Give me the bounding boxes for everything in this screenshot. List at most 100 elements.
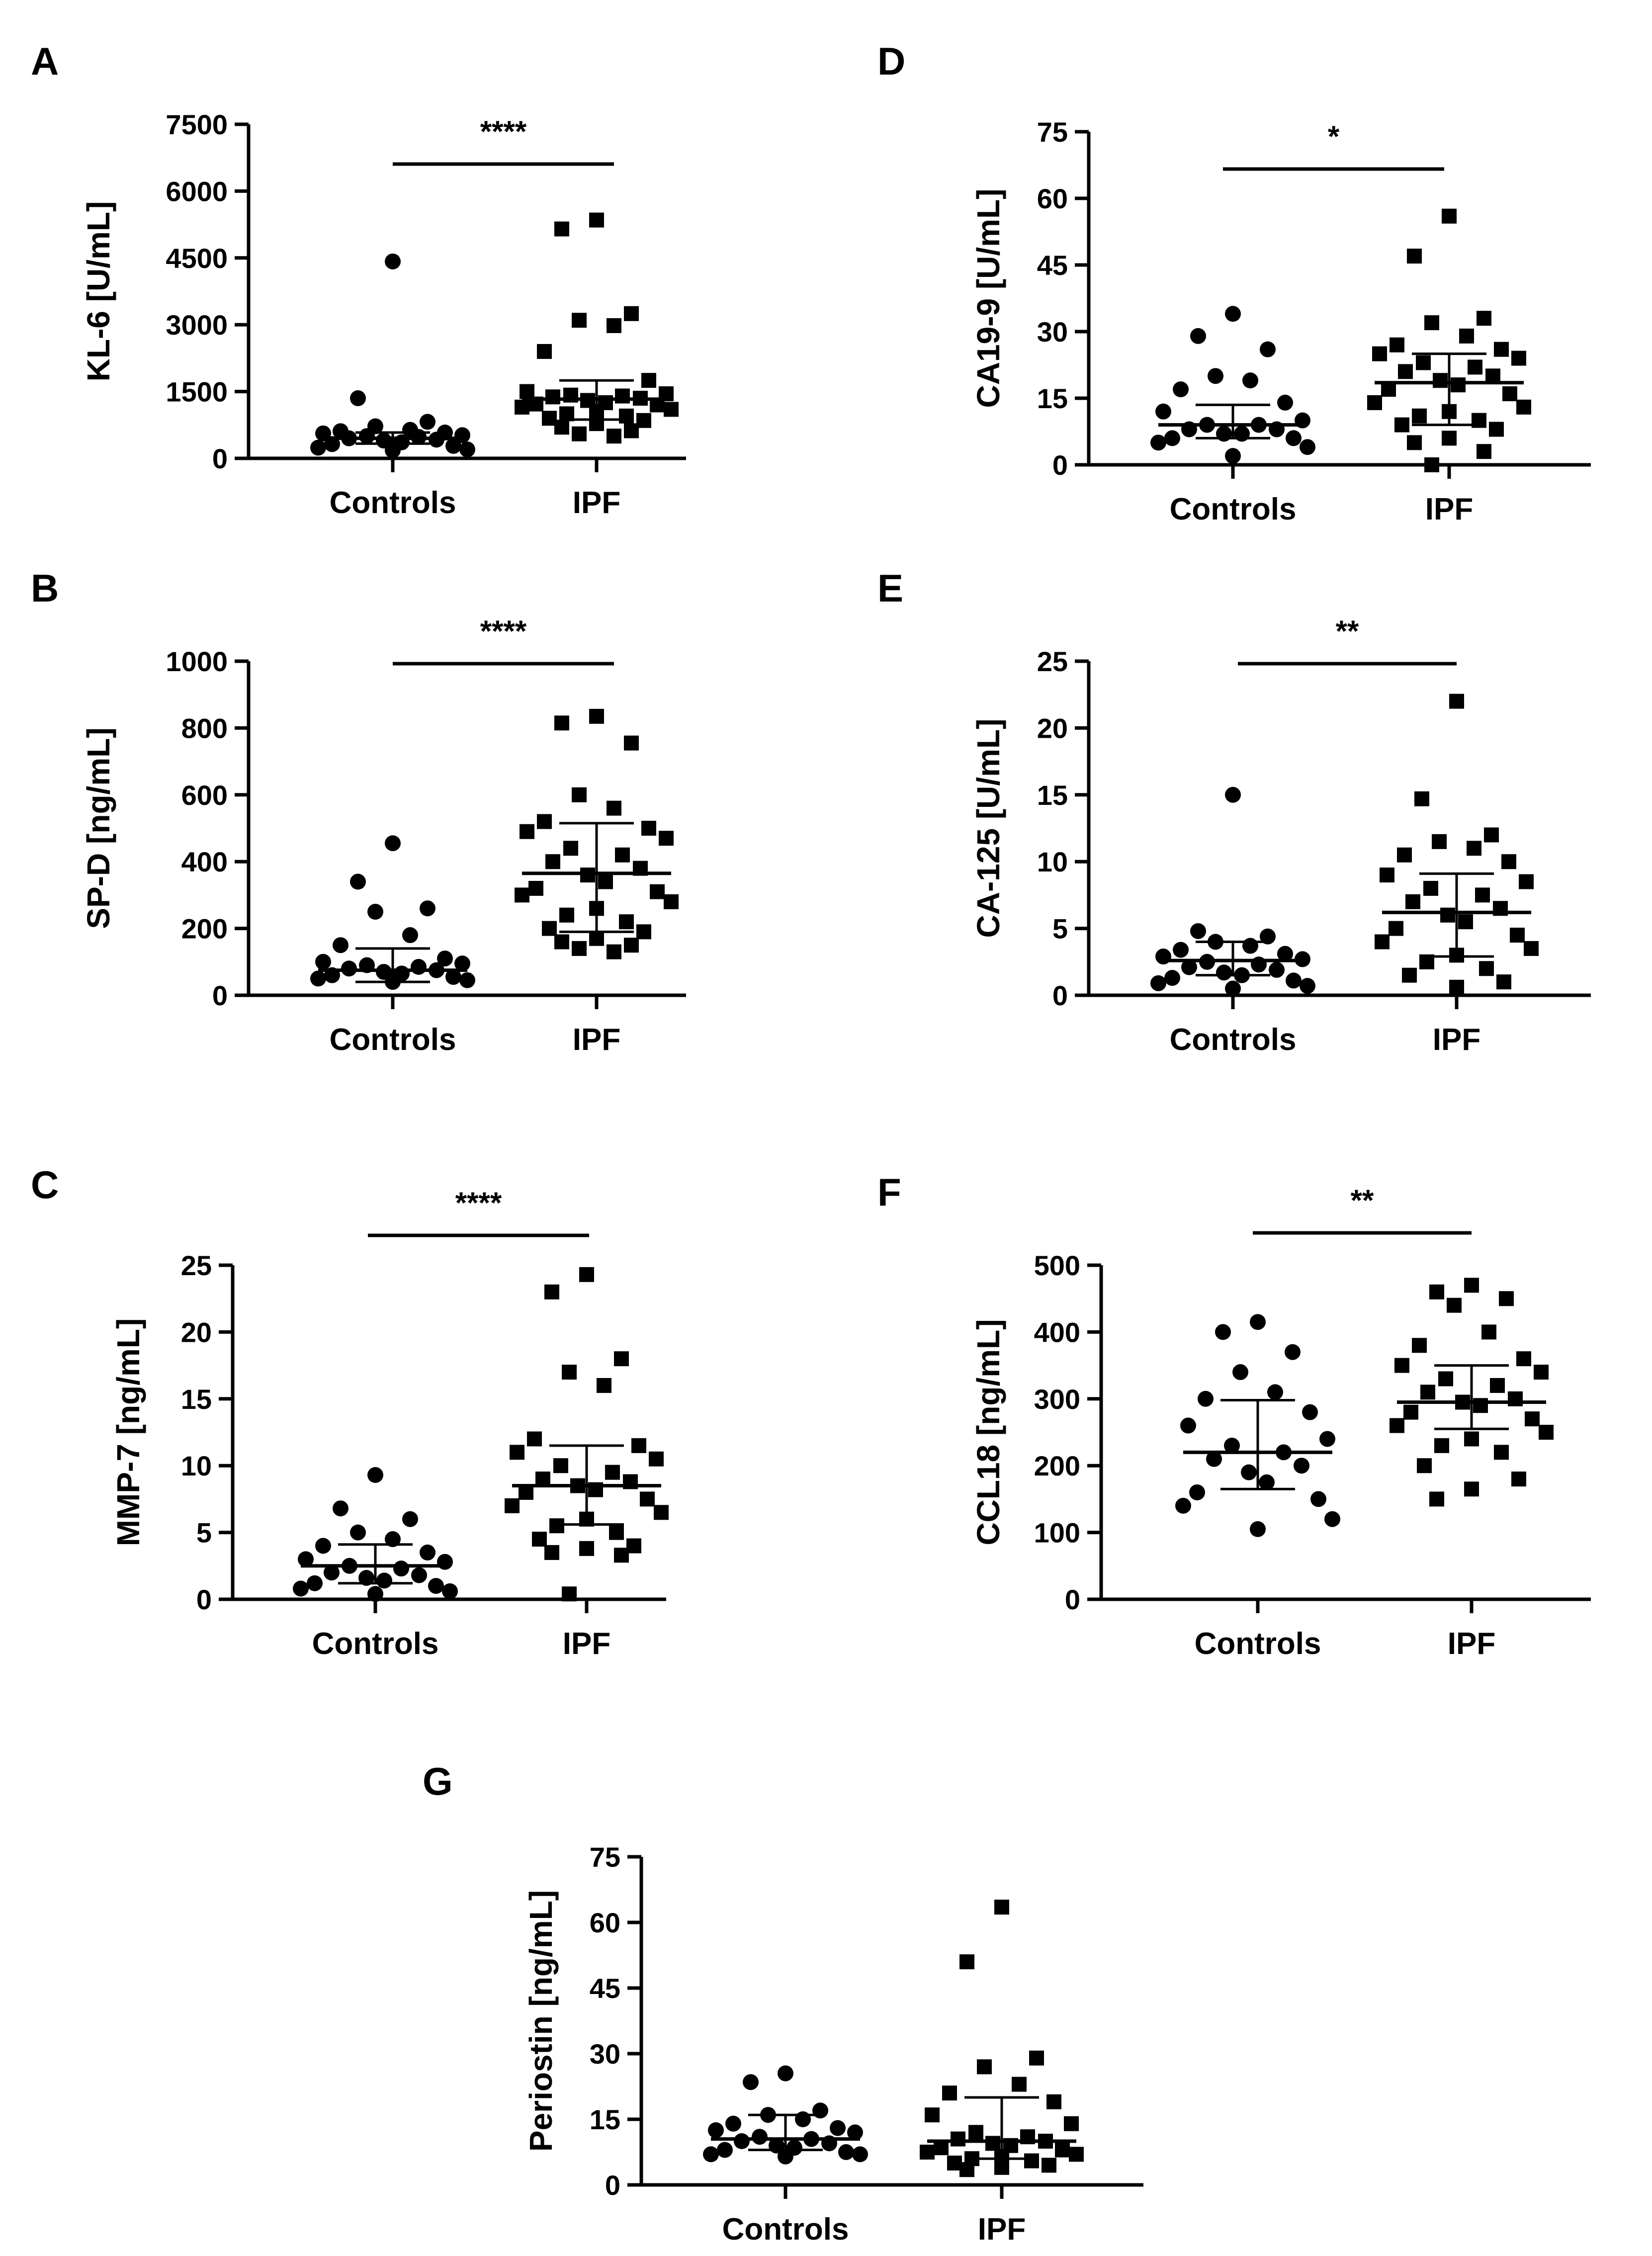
data-point	[554, 221, 569, 237]
y-tick-label: 200	[181, 913, 228, 945]
data-point	[454, 955, 470, 972]
data-point	[1432, 834, 1447, 849]
data-point	[445, 969, 461, 985]
y-tick-label: 15	[590, 2104, 620, 2135]
y-tick-label: 60	[590, 1907, 620, 1938]
data-point	[1429, 1284, 1444, 1300]
data-point	[589, 708, 604, 724]
y-tick-label: 15	[1037, 383, 1068, 414]
data-point	[664, 402, 679, 417]
data-point	[1511, 350, 1526, 366]
data-point	[1024, 2153, 1039, 2169]
x-tick-label: IPF	[1448, 1627, 1495, 1661]
y-axis-label: CA19-9 [U/mL]	[970, 189, 1006, 408]
data-point	[743, 2074, 759, 2090]
data-point	[1286, 430, 1302, 446]
y-tick-label: 45	[590, 1973, 620, 2004]
x-tick-label: IPF	[978, 2212, 1026, 2247]
data-point	[1499, 1291, 1514, 1306]
data-point	[1224, 1437, 1240, 1454]
data-point	[315, 1538, 331, 1554]
data-point	[1502, 386, 1517, 402]
data-point	[607, 318, 621, 333]
data-point	[411, 1567, 427, 1583]
data-point	[1241, 1464, 1257, 1480]
significance-stars: ****	[480, 614, 527, 648]
panel-c: C 0 5 10 15 20 25 MMP-7 [ng/mL] Controls IPF ****	[31, 1163, 669, 1661]
data-point	[1173, 381, 1189, 398]
data-point	[563, 841, 578, 856]
data-point	[544, 1284, 559, 1300]
data-point	[778, 2065, 793, 2082]
data-point	[1484, 827, 1499, 843]
data-point	[532, 1532, 547, 1547]
significance-stars: ****	[455, 1186, 502, 1219]
x-tick-label: Controls	[1170, 492, 1297, 526]
significance-stars: **	[1336, 614, 1359, 648]
data-point	[838, 2144, 854, 2160]
y-axis-label: CCL18 [ng/mL]	[970, 1319, 1006, 1545]
panel-f: F 0 100 200 300 400 500 CCL18 [ng/mL] Controls IP…	[877, 1170, 1591, 1661]
panel-e: E 0 5 10 15 20 25 CA-125 [U/mL] Controls IPF **	[877, 566, 1591, 1057]
data-point	[631, 1438, 646, 1453]
data-point	[1232, 1364, 1248, 1381]
y-axis-label: SP-D [ng/mL]	[81, 727, 116, 929]
data-point	[1189, 1484, 1205, 1500]
data-point	[605, 1465, 620, 1480]
data-point	[549, 1518, 564, 1534]
data-point	[1216, 964, 1232, 981]
data-point	[1180, 1417, 1196, 1434]
y-tick-label: 600	[181, 780, 228, 811]
data-point	[1519, 874, 1534, 889]
y-tick-label: 25	[1037, 646, 1068, 677]
data-point	[1412, 408, 1427, 424]
y-tick-label: 1000	[166, 646, 228, 677]
y-tick-label: 0	[212, 443, 228, 474]
data-point	[1259, 1474, 1275, 1490]
y-tick-label: 10	[181, 1450, 212, 1481]
data-point	[1449, 979, 1464, 995]
data-point	[333, 937, 348, 954]
data-point	[589, 212, 604, 228]
data-point	[1524, 941, 1539, 956]
data-point	[1277, 394, 1293, 411]
data-point	[1429, 1491, 1444, 1507]
data-point	[367, 1467, 383, 1483]
data-point	[778, 2148, 793, 2165]
data-point	[1269, 961, 1285, 978]
panel-letter: E	[877, 566, 903, 610]
data-point	[537, 344, 552, 359]
data-point	[520, 384, 534, 399]
data-point	[1225, 448, 1241, 464]
y-tick-label: 400	[1034, 1316, 1080, 1348]
data-point	[385, 1531, 401, 1548]
y-tick-label: 20	[1037, 712, 1068, 744]
data-point	[420, 414, 435, 430]
data-point	[1175, 1497, 1191, 1514]
data-point	[1442, 208, 1457, 224]
y-tick-label: 25	[181, 1250, 212, 1281]
data-point	[1390, 337, 1404, 352]
data-point	[307, 1575, 323, 1591]
data-point	[1012, 2077, 1027, 2092]
data-point	[598, 874, 613, 889]
data-point	[310, 970, 326, 987]
data-point	[428, 1578, 444, 1594]
data-point	[1525, 1411, 1540, 1427]
data-point	[1479, 961, 1494, 976]
data-point	[411, 958, 427, 975]
data-point	[1412, 1338, 1427, 1353]
data-point	[1242, 372, 1258, 389]
data-point	[968, 2125, 983, 2140]
data-point	[708, 2122, 724, 2138]
y-tick-label: 30	[590, 2038, 620, 2070]
y-tick-label: 20	[181, 1316, 212, 1348]
data-point	[734, 2133, 750, 2149]
y-tick-label: 100	[1034, 1517, 1080, 1549]
data-point	[562, 1586, 577, 1602]
data-point	[402, 927, 418, 944]
panel-letter: A	[31, 39, 59, 83]
data-point	[641, 821, 656, 836]
data-point	[1260, 341, 1276, 357]
